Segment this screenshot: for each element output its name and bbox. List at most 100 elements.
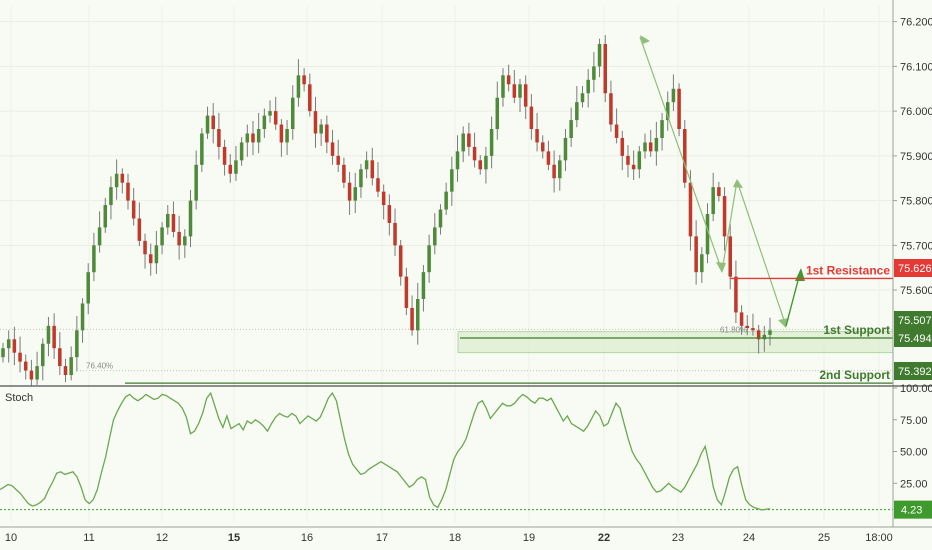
candle-body xyxy=(137,218,142,241)
candle-body xyxy=(262,115,267,130)
candle-body xyxy=(620,137,625,156)
candle-body xyxy=(18,352,22,362)
candle-body xyxy=(302,75,306,85)
candle-body xyxy=(472,146,477,161)
candle-body xyxy=(109,187,113,206)
candle-body xyxy=(256,129,261,143)
candle-body xyxy=(654,137,659,152)
candle-body xyxy=(535,129,539,143)
candle-body xyxy=(569,120,573,138)
candle-body xyxy=(387,205,392,223)
candle-body xyxy=(330,142,335,156)
candle-body xyxy=(393,222,397,246)
candle-body xyxy=(353,187,358,201)
candle-body xyxy=(467,133,471,147)
candle-body xyxy=(143,240,147,255)
candle-body xyxy=(660,120,664,138)
candle-body xyxy=(6,339,11,349)
candle-body xyxy=(80,303,85,331)
candle-body xyxy=(290,97,295,130)
candle-body xyxy=(131,200,136,219)
time-tick-label: 23 xyxy=(672,532,684,544)
candle-body xyxy=(523,84,528,107)
candle-body xyxy=(194,164,198,201)
candle-body xyxy=(183,236,187,246)
price-tick-label: 76.000 xyxy=(900,106,932,118)
candle-body xyxy=(518,84,522,98)
stoch-tick-label: 50.00 xyxy=(900,447,928,459)
arrow-head xyxy=(640,35,650,44)
candle-body xyxy=(415,299,420,331)
candle-body xyxy=(319,124,323,134)
candle-body xyxy=(677,88,681,130)
level-label: 1st Resistance xyxy=(806,263,890,277)
candle-body xyxy=(29,370,34,380)
time-tick-label: 22 xyxy=(598,532,610,544)
candle-body xyxy=(694,236,698,273)
candle-body xyxy=(637,151,642,170)
candle-body xyxy=(745,325,750,329)
stoch-value-tag xyxy=(894,500,932,519)
candle-body xyxy=(575,102,579,121)
candle-body xyxy=(421,272,426,300)
time-tick-label: 19 xyxy=(523,532,535,544)
candle-body xyxy=(540,142,545,152)
price-pane: 61.80% 76.40% 1st Resistance 1st Support 2nd… xyxy=(0,6,894,522)
candle-body xyxy=(563,137,568,161)
candle-body xyxy=(495,97,500,130)
candle-body xyxy=(222,146,227,165)
level-price-tag-text: 75.626 xyxy=(898,263,932,275)
time-tick-label: 25 xyxy=(818,532,830,544)
candle-body xyxy=(609,93,613,125)
candle-body xyxy=(154,245,159,264)
candle-body xyxy=(717,187,721,197)
candle-body xyxy=(279,124,284,143)
candle-body xyxy=(580,93,585,103)
candle-body xyxy=(410,307,414,331)
candle-body xyxy=(359,169,363,188)
candle-body xyxy=(592,66,596,80)
candle-body xyxy=(177,231,181,246)
candle-body xyxy=(336,155,340,165)
candle-body xyxy=(23,361,28,371)
candle-body xyxy=(427,245,431,273)
candle-body xyxy=(69,357,73,376)
stoch-value-tag-text: 4.23 xyxy=(901,505,922,517)
time-tick-label: 16 xyxy=(301,532,313,544)
candle-body xyxy=(762,334,767,340)
candle-body xyxy=(347,182,352,201)
candle-body xyxy=(114,173,119,188)
candle-body xyxy=(739,312,744,326)
candle-body xyxy=(552,164,556,179)
fib-label-76: 76.40% xyxy=(86,362,113,371)
candle-body xyxy=(722,196,727,237)
candle-body xyxy=(364,160,369,170)
candle-body xyxy=(529,106,534,130)
price-tick-label: 75.900 xyxy=(900,151,932,163)
candle-body xyxy=(103,205,108,228)
projection-arrow xyxy=(785,272,801,327)
candle-body xyxy=(398,245,403,277)
candle-body xyxy=(461,133,465,152)
candle-body xyxy=(63,366,68,376)
candle-body xyxy=(603,44,607,94)
candle-body xyxy=(75,330,79,358)
candle-body xyxy=(228,164,233,174)
candle-body xyxy=(381,191,386,206)
candle-body xyxy=(166,214,170,228)
stoch-tick-label: 100.00 xyxy=(900,383,932,395)
trend-line-down xyxy=(639,36,723,272)
candle-body xyxy=(97,227,102,246)
candle-body xyxy=(683,129,687,183)
candle-body xyxy=(586,79,590,94)
candle-body xyxy=(546,151,551,165)
price-tick-label: 76.200 xyxy=(900,17,932,29)
candle-body xyxy=(711,187,715,215)
level-price-tag-text: 75.494 xyxy=(898,333,932,345)
stoch-pane: Stoch xyxy=(0,391,893,511)
trend-line-down-2 xyxy=(736,180,787,327)
candle-body xyxy=(501,75,505,98)
candle-body xyxy=(268,111,272,116)
candle-body xyxy=(506,75,511,85)
candle-body xyxy=(92,245,96,273)
